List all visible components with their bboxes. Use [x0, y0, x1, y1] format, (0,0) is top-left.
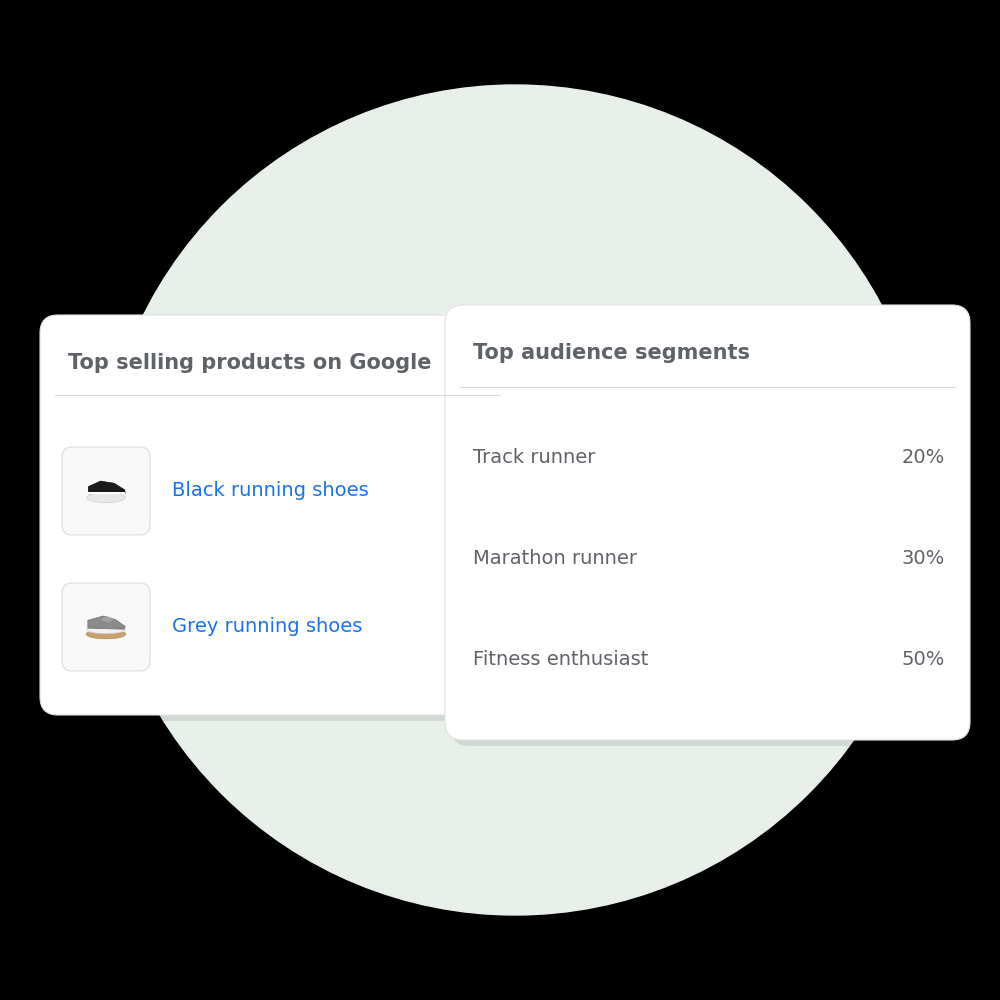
- Ellipse shape: [86, 629, 126, 639]
- PathPatch shape: [88, 481, 125, 494]
- FancyBboxPatch shape: [445, 305, 970, 740]
- Text: 50%: 50%: [902, 650, 945, 669]
- FancyBboxPatch shape: [40, 315, 515, 715]
- Text: 30%: 30%: [902, 549, 945, 568]
- FancyBboxPatch shape: [451, 311, 976, 746]
- Text: Top selling products on Google: Top selling products on Google: [68, 353, 432, 373]
- Ellipse shape: [87, 493, 125, 503]
- Text: Track runner: Track runner: [473, 448, 595, 467]
- Text: Marathon runner: Marathon runner: [473, 549, 637, 568]
- Bar: [88, 492, 125, 494]
- Text: Grey running shoes: Grey running shoes: [172, 617, 362, 637]
- FancyBboxPatch shape: [62, 583, 150, 671]
- FancyBboxPatch shape: [62, 447, 150, 535]
- Ellipse shape: [87, 626, 125, 634]
- Text: Black running shoes: Black running shoes: [172, 482, 369, 500]
- PathPatch shape: [100, 616, 114, 623]
- Text: 20%: 20%: [902, 448, 945, 467]
- PathPatch shape: [88, 616, 125, 629]
- Text: Top audience segments: Top audience segments: [473, 343, 750, 363]
- Text: Fitness enthusiast: Fitness enthusiast: [473, 650, 648, 669]
- Circle shape: [100, 85, 930, 915]
- FancyBboxPatch shape: [46, 321, 521, 721]
